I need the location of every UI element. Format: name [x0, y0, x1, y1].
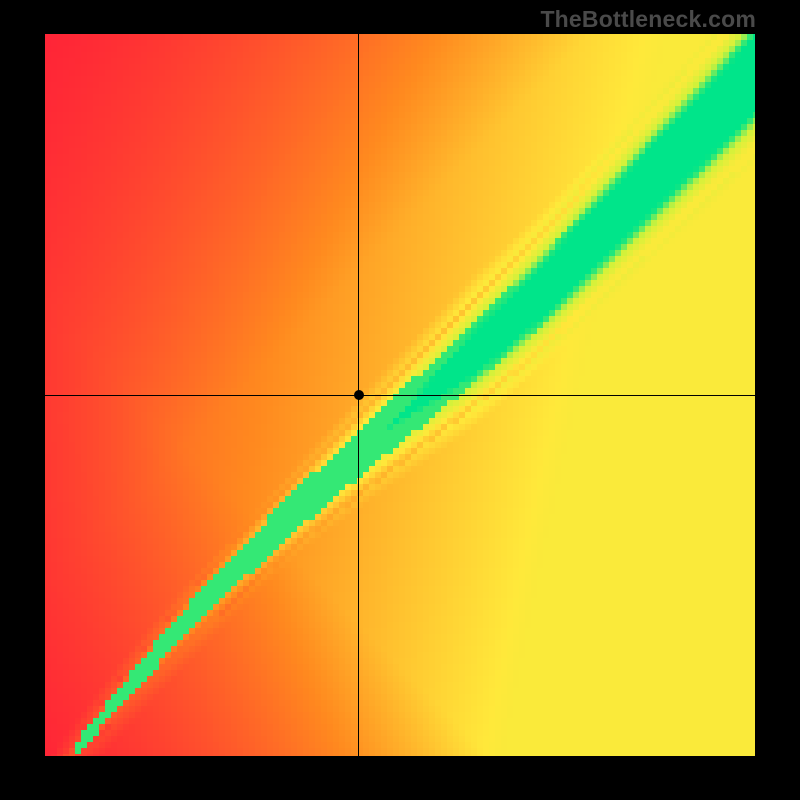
chart-container: { "canvas": { "width": 800, "height": 80… — [0, 0, 800, 800]
crosshair-point — [354, 390, 364, 400]
crosshair-horizontal — [45, 395, 755, 396]
watermark-text: TheBottleneck.com — [540, 6, 756, 33]
plot-area — [45, 34, 755, 756]
